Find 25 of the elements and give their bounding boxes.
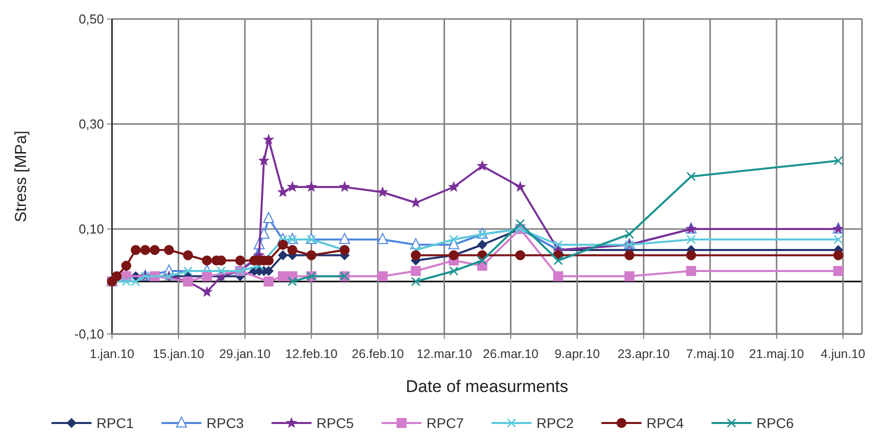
- x-tick-label: 15.jan.10: [152, 347, 204, 361]
- y-axis-title: Stress [MPa]: [13, 130, 30, 222]
- x-tick-label: 26.mar.10: [482, 347, 539, 361]
- x-tick-label: 4.jun.10: [820, 347, 866, 361]
- x-tick-label: 1.jan.10: [90, 347, 134, 361]
- x-tick-label: 9.apr.10: [554, 347, 600, 361]
- x-axis-title: Date of measurments: [406, 377, 568, 396]
- legend-label: RPC5: [316, 415, 354, 431]
- y-tick-label: 0,50: [78, 12, 104, 27]
- x-tick-label: 29.jan.10: [219, 347, 271, 361]
- x-tick-label: 23.apr.10: [618, 347, 670, 361]
- legend-label: RPC1: [96, 415, 134, 431]
- legend-label: RPC3: [206, 415, 244, 431]
- y-tick-label: -0,10: [74, 326, 104, 342]
- x-tick-label: 12.mar.10: [416, 347, 472, 361]
- legend-label: RPC6: [756, 415, 794, 431]
- legend-label: RPC4: [646, 415, 684, 431]
- x-tick-label: 26.feb.10: [352, 347, 404, 361]
- legend-label: RPC7: [426, 415, 464, 431]
- y-tick-label: 0,10: [78, 222, 104, 237]
- x-tick-label: 7.maj.10: [686, 347, 734, 361]
- legend-label: RPC2: [536, 415, 574, 431]
- y-tick-label: 0,30: [78, 116, 104, 132]
- x-tick-label: 21.maj.10: [749, 347, 804, 361]
- x-tick-label: 12.feb.10: [285, 347, 338, 361]
